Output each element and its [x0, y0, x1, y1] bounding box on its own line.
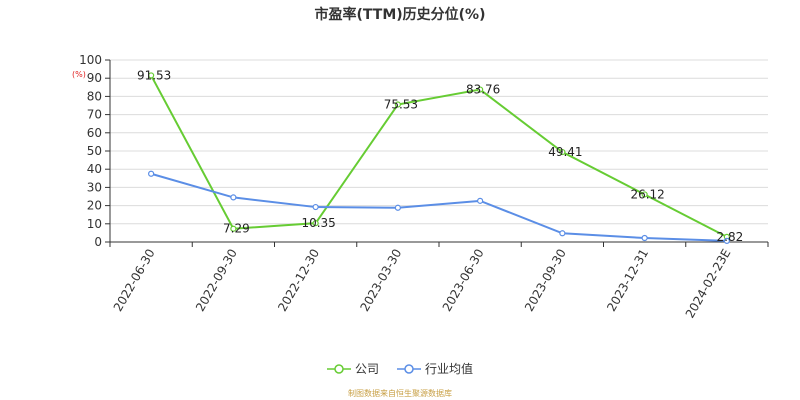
company-data-label: 91.53	[137, 68, 171, 82]
chart-title: 市盈率(TTM)历史分位(%)	[314, 7, 486, 23]
x-tick-label: 2023-03-30	[357, 247, 404, 314]
legend-label-industry-average: 行业均值	[425, 362, 474, 376]
x-tick-label: 2023-12-31	[604, 247, 651, 314]
x-tick-label: 2023-09-30	[522, 247, 569, 314]
y-tick-label: 100	[79, 53, 102, 67]
x-tick-label: 2023-06-30	[440, 247, 487, 314]
company-data-label: 7.29	[223, 222, 250, 236]
industry-average-series-line	[150, 172, 727, 242]
x-tick-label: 2022-06-30	[111, 247, 158, 314]
company-data-label: 83.76	[466, 83, 500, 97]
company-series-line	[150, 74, 728, 238]
company-data-label: 2.82	[717, 230, 744, 244]
x-tick-label: 2022-12-30	[275, 247, 322, 314]
company-data-point	[477, 86, 484, 93]
y-tick-label: 30	[87, 180, 102, 194]
legend-label-company: 公司	[354, 362, 379, 376]
company-data-point	[394, 101, 401, 108]
y-tick-label: 80	[87, 89, 102, 103]
y-axis-unit-label: (%)	[72, 70, 86, 79]
company-data-point	[312, 220, 319, 227]
y-tick-label: 50	[87, 144, 102, 158]
company-data-label: 49.41	[548, 145, 582, 159]
y-tick-label: 60	[87, 126, 102, 140]
industry-average-data-point	[312, 203, 319, 211]
y-tick-label: 10	[87, 217, 102, 231]
y-tick-label: 20	[87, 199, 102, 213]
y-tick-label: 70	[87, 108, 102, 122]
industry-average-data-point	[723, 237, 730, 245]
industry-average-data-point	[230, 194, 237, 201]
y-tick-label: 0	[94, 235, 102, 249]
legend: 公司 行业均值	[0, 360, 800, 377]
legend-item-company[interactable]: 公司	[326, 360, 379, 377]
industry-average-data-point	[148, 170, 155, 177]
company-data-point	[230, 225, 237, 232]
y-tick-label: 90	[87, 71, 102, 85]
legend-item-industry-average[interactable]: 行业均值	[397, 360, 473, 377]
company-data-point	[559, 148, 566, 156]
company-data-label: 75.53	[384, 98, 418, 112]
industry-average-data-point	[394, 204, 401, 211]
y-tick-label: 40	[87, 162, 102, 176]
industry-average-data-point	[641, 234, 648, 242]
company-data-point	[641, 191, 648, 198]
source-note: 制图数据来自恒生聚源数据库	[348, 389, 452, 398]
legend-line-circle-icon	[397, 363, 421, 374]
x-tick-label: 2024-02-23E	[683, 247, 734, 321]
company-data-label: 10.35	[301, 216, 335, 230]
industry-average-data-point	[559, 230, 566, 237]
legend-line-circle-icon	[326, 363, 351, 374]
company-data-label: 26.12	[630, 187, 664, 201]
company-data-point	[148, 72, 155, 79]
industry-average-data-point	[477, 197, 484, 204]
x-tick-label: 2022-09-30	[193, 247, 240, 314]
